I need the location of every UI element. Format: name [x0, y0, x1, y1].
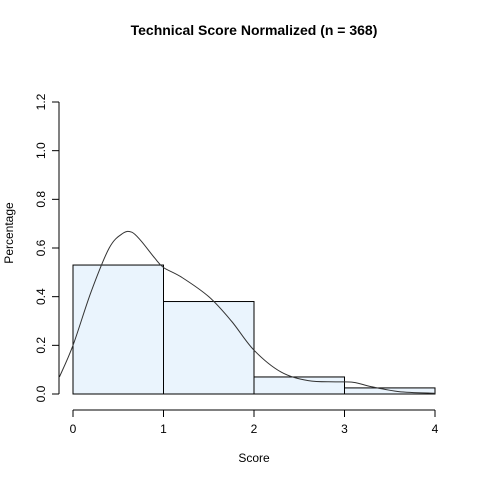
x-tick-label: 2 [251, 422, 258, 436]
x-axis: 0 1 2 3 4 [70, 409, 439, 436]
histogram-bar-1 [163, 301, 255, 395]
y-tick-label: 1.0 [34, 142, 48, 159]
histogram-bar-2 [253, 376, 345, 395]
density-curve [58, 230, 436, 394]
y-tick-label: 0.2 [34, 337, 48, 354]
y-tick-label: 0.0 [34, 385, 48, 402]
y-axis-label: Percentage [2, 202, 16, 264]
x-tick-label: 4 [432, 422, 439, 436]
x-axis-label: Score [238, 451, 270, 465]
chart-title: Technical Score Normalized (n = 368) [131, 22, 378, 38]
y-tick-label: 0.4 [34, 288, 48, 305]
x-tick-label: 3 [341, 422, 348, 436]
y-tick-label: 0.6 [34, 239, 48, 256]
y-tick-label: 0.8 [34, 191, 48, 208]
y-axis: 0.0 0.2 0.4 0.6 0.8 1.0 1.2 [34, 93, 60, 402]
histogram-bar-0 [72, 264, 164, 395]
y-tick-label: 1.2 [34, 93, 48, 110]
x-tick-label: 0 [70, 422, 77, 436]
histogram-bar-3 [344, 387, 436, 395]
x-tick-label: 1 [160, 422, 167, 436]
histogram-bars [72, 264, 436, 395]
